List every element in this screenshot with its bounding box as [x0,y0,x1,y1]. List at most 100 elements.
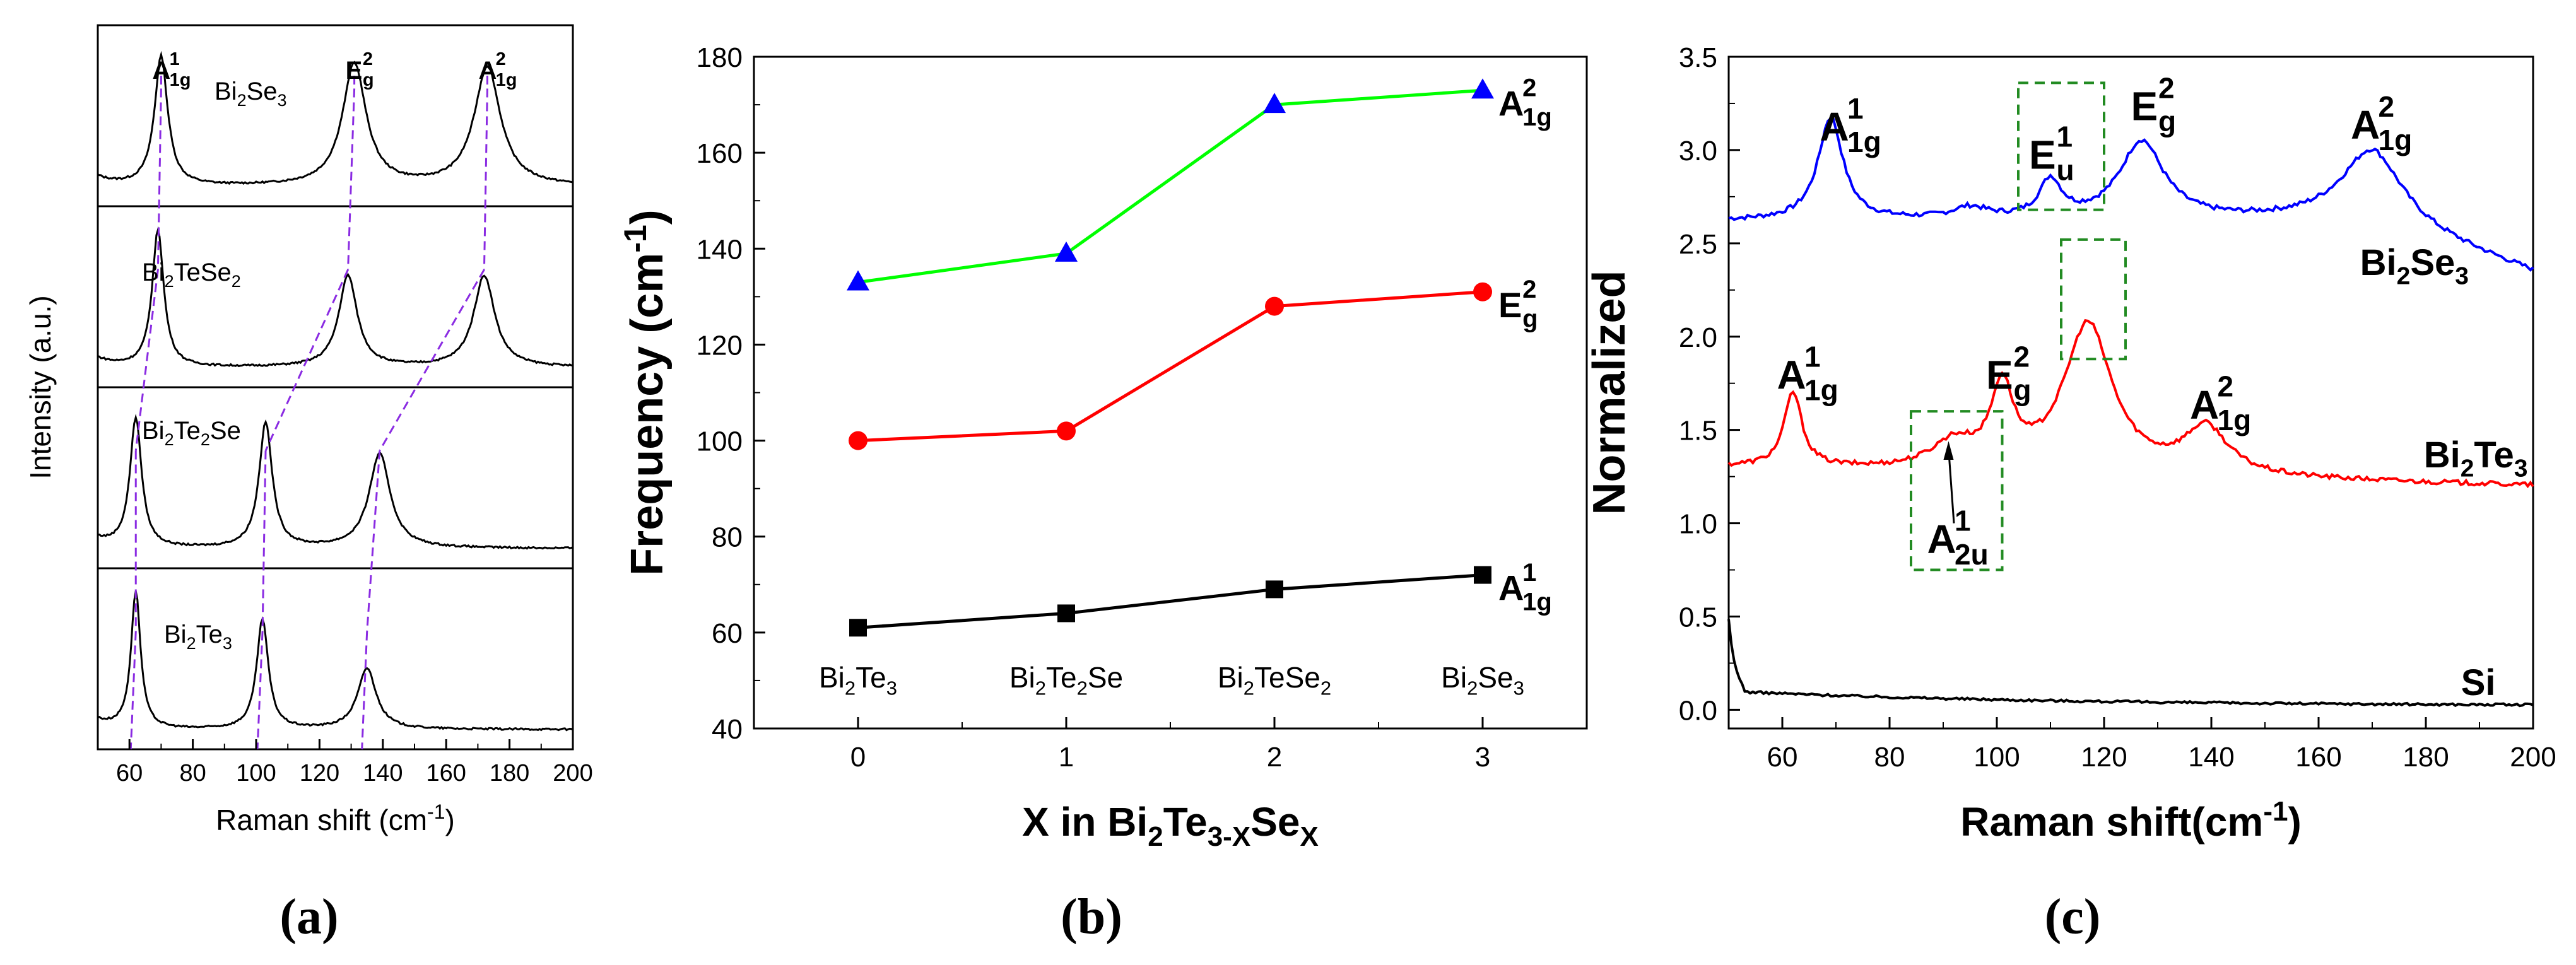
panel-a-compound-label-3: Bi2Te3 [164,621,232,653]
panel-c-mode-se-2-sup: 2 [2158,71,2175,104]
panel-c-ylabel: Normalized [1584,270,1635,515]
panel-a-compound-label-2-mid: Te [174,417,201,445]
panel-a-compound-label-3-mid: Te [196,621,223,648]
panel-c-xlabel-end: ) [2288,799,2301,845]
panel-c-series-label-1-base: Bi [2424,435,2461,476]
panel-b-marker-triangle [1263,93,1286,114]
panel-a-spectrum-Bi2Te3 [97,590,573,732]
panel-c-xlabel-sup: -1 [2263,796,2288,827]
panel-a-xtick-label: 180 [490,760,529,787]
panel-a-compound-label-0: Bi2Se3 [215,78,287,110]
panel-c-ytick-label: 3.0 [1679,136,1717,167]
panel-c-mode-te-0-sub: 1g [1804,374,1838,407]
panel-b-ytick-label: 40 [712,714,743,745]
panel-c-series-label-0-mid: Se [2410,242,2455,283]
panel-a-compound-label-1-sub2: 2 [232,272,241,291]
panel-b-xlabel-5: X [1300,821,1318,852]
panel-b-compound-label-1-mid: Te [1046,661,1077,694]
panel-b-compound-label-3: Bi2Se3 [1441,661,1524,699]
panel-b-compound-label-2-sub1: 2 [1244,677,1254,699]
panel-b-marker-circle [1265,296,1284,316]
panel-c-series-label-2: Si [2461,662,2496,703]
panel-c-mode-se-3-main: A [2351,102,2380,148]
panel-c-xtick-label: 180 [2403,742,2449,773]
panel-c-mode-se-2: E 2g [2131,71,2177,137]
panel-c-mode-se-0-sup: 1 [1847,92,1864,125]
panel-a-compound-label-1-sub1: 2 [165,272,174,291]
panel-b-series-label-2-main: A [1498,568,1524,608]
panel-c-mode-te-2-sup: 2 [2218,370,2234,403]
panel-c-ytick-label: 1.5 [1679,416,1717,447]
panel-b-ylabel-main: Frequency (cm [622,253,673,576]
panel-b-marker-circle [1473,282,1492,301]
panel-a-compound-label-2: Bi2Te2Se [142,417,241,449]
panel-a-guide-line [156,88,162,270]
panel-b-compound-label-3-sub2: 3 [1514,677,1524,699]
panel-c-arrow-head [1943,441,1954,460]
panel-a-compound-label-2-base: Bi [142,417,165,445]
panel-b-compound-label-0-mid: Te [856,661,886,694]
panel-c-xtick-label: 100 [1973,742,2020,773]
panel-c-ytick-label: 2.0 [1679,322,1717,353]
panel-b-series-label-1-sup: 2 [1522,276,1536,303]
panel-b-line-2 [857,573,1483,629]
panel-a-guide-line [261,450,267,632]
panel-b-compound-label-1-sub1: 2 [1035,677,1046,699]
panel-b-compound-label-2-sub2: 2 [1320,677,1331,699]
panel-c-xtick-label: 200 [2510,742,2556,773]
panel-c-mode-se-1: E 1u [2029,120,2074,186]
panel-c-mode-se-1-main: E [2029,132,2056,178]
panel-b-ytick-label: 120 [697,330,743,361]
panel-a-compound-label-3-sub2: 3 [223,634,232,653]
panel-a-xlabel-end: ) [445,804,454,836]
panel-b-ytick-label: 80 [712,522,743,553]
panel-c-series-label-2-base: Si [2461,662,2496,703]
panel-b-compound-label-1: Bi2Te2Se [1009,661,1123,699]
panel-c-mode-se-3-sup: 2 [2379,90,2395,123]
panel-c-mode-te-3-main: A [1927,517,1956,562]
panel-c-mode-se-1-sup: 1 [2057,120,2073,153]
panel-a-compound-label-1-mid: TeSe [174,259,232,286]
panel-b-ylabel-sup: -1 [618,225,653,252]
panel-c-mode-te-0-sup: 1 [1804,340,1821,373]
panel-c-mode-se-2-main: E [2131,84,2158,129]
panel-a-mode-label-0-main: A [152,57,170,85]
panel-b-series-label-1-sub: g [1522,305,1538,332]
panel-b-xlabel-2: Te [1163,799,1208,845]
panel-c-series-label-0-base: Bi [2360,242,2397,283]
panel-c-spectrum-Bi2Se3 [1728,117,2534,272]
panel-a-compound-label-3-sub1: 2 [187,634,196,653]
panel-c-highlight-box [2060,238,2127,361]
panel-a-spectrum-Bi2TeSe2 [97,226,573,368]
panel-c-mode-te-2-sub: 1g [2218,404,2252,436]
panel-b-line-0 [857,88,1483,284]
panel-a-xtick-label: 200 [553,760,592,787]
panel-c-mode-se-0-main: A [1820,104,1849,149]
panel-c-mode-se-1-sub: u [2057,153,2074,186]
panel-b-label: (b) [1061,889,1122,945]
panel-b-compound-label-1-base: Bi [1009,661,1035,694]
panel-b-marker-square [1474,566,1491,584]
panel-b-compound-label-3-base: Bi [1441,661,1467,694]
panel-b-compound-label-1-sub2: 2 [1077,677,1088,699]
panel-c-mode-te-3-sup: 1 [1955,505,1971,537]
panel-a-compound-label-0-sub2: 3 [278,91,287,110]
panel-b-xlabel: X in Bi2Te3-XSeX [1022,799,1319,852]
panel-b-xlabel-1: 2 [1148,821,1163,852]
panel-a-mode-label-2-sub: 1g [496,70,517,90]
panel-b-compound-label-3-sub1: 2 [1467,677,1478,699]
panel-a-guide-line [134,269,159,451]
panel-b-compound-label-2-mid: TeSe [1254,661,1320,694]
panel-c-mode-te-1-sup: 2 [2014,340,2030,373]
panel-a-xtick-label: 80 [179,760,206,787]
panel-b-series-label-2-sup: 1 [1522,559,1536,587]
panel-c-xtick-label: 120 [2081,742,2127,773]
panel-b-marker-circle [1057,421,1076,441]
